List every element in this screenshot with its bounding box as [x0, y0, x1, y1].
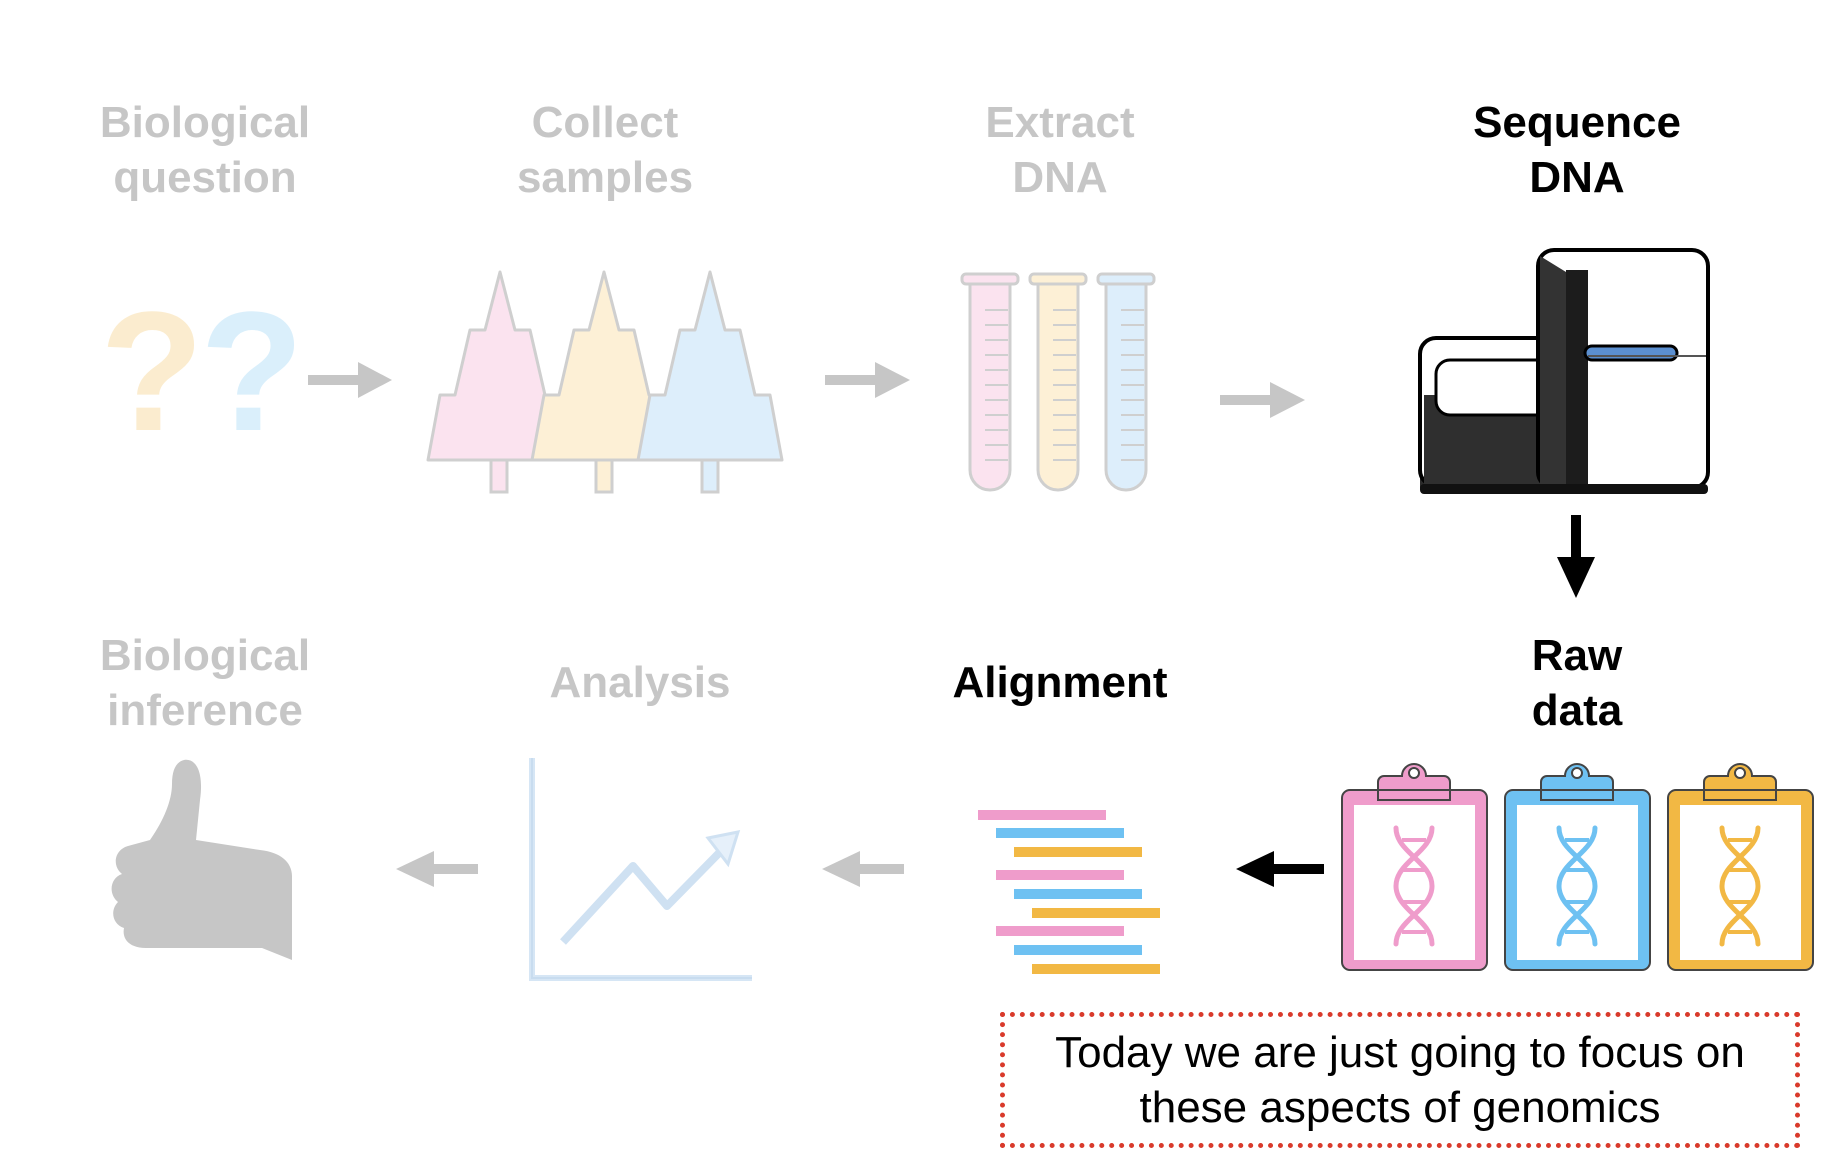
clipboard-dna-icon [1667, 763, 1814, 971]
arrow-left-icon [822, 851, 904, 887]
thumbs-up-icon [111, 759, 292, 960]
alignment-reads-icon [978, 810, 1160, 974]
step-label-line: Sequence [1473, 98, 1681, 147]
test-tube-icon [1028, 272, 1088, 492]
test-tube-icon [1096, 272, 1156, 492]
step-label-line: question [113, 153, 297, 202]
tree-icon [636, 270, 784, 494]
step-label-extract-dna: Extract DNA [935, 95, 1185, 205]
question-mark-glyph: ? [100, 277, 204, 467]
arrow-right-icon [1220, 382, 1305, 418]
step-label-line: Biological [99, 631, 311, 680]
step-label-analysis: Analysis [515, 655, 765, 710]
arrow-right-icon [308, 362, 392, 398]
sequencer-icon [1418, 248, 1710, 494]
clipboard-dna-icon [1341, 763, 1488, 971]
focus-note: Today we are just going to focus on thes… [1000, 1012, 1800, 1148]
clipboard-dna-icon [1504, 763, 1651, 971]
step-label-sequence-dna: Sequence DNA [1452, 95, 1702, 205]
question-mark-glyph: ? [200, 277, 304, 467]
step-label-line: DNA [1529, 153, 1625, 202]
tree-icon [530, 270, 678, 494]
step-label-line: Raw [1531, 631, 1623, 680]
step-label-line: DNA [1012, 153, 1108, 202]
arrow-right-icon [825, 362, 910, 398]
arrow-left-icon [396, 851, 478, 887]
question-mark-icon: ? ? [100, 277, 304, 467]
step-label-line: Analysis [549, 658, 731, 707]
step-label-line: Extract [985, 98, 1135, 147]
step-label-biological-inference: Biological inference [80, 628, 330, 738]
focus-note-line: these aspects of genomics [1139, 1083, 1661, 1132]
step-label-line: inference [107, 686, 303, 735]
step-label-line: Collect [531, 98, 679, 147]
step-label-alignment: Alignment [935, 655, 1185, 710]
step-label-line: Biological [99, 98, 311, 147]
step-label-line: data [1531, 686, 1623, 735]
step-label-collect-samples: Collect samples [480, 95, 730, 205]
line-chart-icon [529, 758, 752, 981]
tree-icon [426, 270, 574, 494]
arrow-down-icon [1557, 515, 1595, 598]
step-label-line: Alignment [952, 658, 1168, 707]
test-tube-icon [960, 272, 1020, 492]
step-label-line: samples [516, 153, 694, 202]
arrow-left-icon [1236, 851, 1324, 887]
step-label-raw-data: Raw data [1452, 628, 1702, 738]
step-label-biological-question: Biological question [80, 95, 330, 205]
focus-note-line: Today we are just going to focus on [1055, 1028, 1745, 1077]
